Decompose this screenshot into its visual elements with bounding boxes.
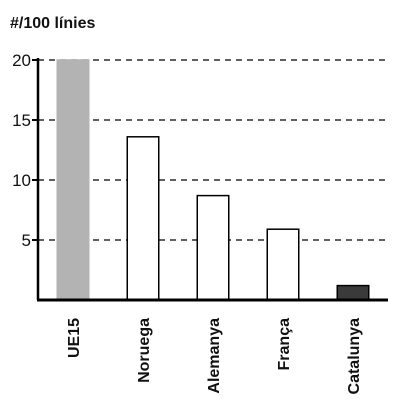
category-label: UE15 [66,318,83,358]
category-label: Noruega [136,318,153,383]
y-tick-label: 15 [12,111,31,130]
y-tick-label: 10 [12,171,31,190]
y-tick-label: 20 [12,51,31,70]
bar-ue15 [56,59,90,301]
bar-frança [266,228,300,301]
bar-noruega [126,136,160,301]
category-label: Catalunya [346,318,363,395]
bar-alemanya [196,194,230,301]
category-label: França [276,318,293,371]
gridlines [38,59,388,241]
bars [56,59,370,301]
category-label: Alemanya [206,318,223,394]
y-ticks: 5 10 15 20 [12,51,38,250]
category-labels: UE15 Noruega Alemanya França Catalunya [66,318,363,395]
y-axis-title: #/100 línies [10,15,95,32]
bar-catalunya [336,284,370,301]
y-tick-label: 5 [22,231,31,250]
